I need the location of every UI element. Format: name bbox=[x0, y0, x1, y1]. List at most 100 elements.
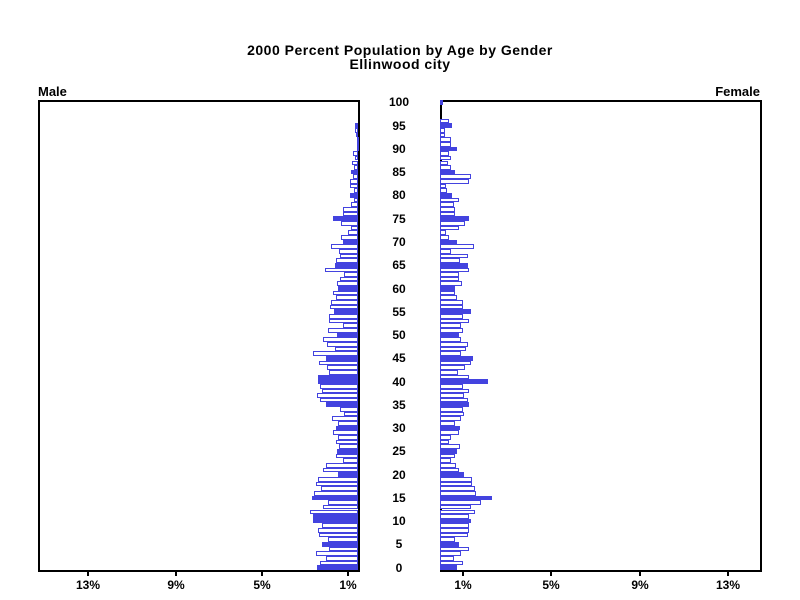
male-bar-age-25 bbox=[337, 449, 358, 454]
male-bar-age-85 bbox=[351, 169, 358, 175]
age-tick-label-90: 90 bbox=[392, 141, 406, 156]
male-bar-age-5 bbox=[322, 542, 358, 547]
male-bar-age-88 bbox=[355, 155, 358, 161]
male-bar-age-4 bbox=[329, 546, 358, 552]
male-bar-age-65 bbox=[335, 262, 358, 268]
female-bar-age-82 bbox=[440, 183, 446, 189]
male-bar-age-83 bbox=[350, 179, 358, 184]
male-bar-age-67 bbox=[340, 253, 358, 259]
male-bar-age-54 bbox=[329, 314, 358, 319]
female-bar-age-25 bbox=[440, 449, 457, 454]
male-bar-age-45 bbox=[326, 355, 358, 361]
male-bar-age-33 bbox=[344, 411, 358, 417]
female-bar-age-78 bbox=[440, 202, 454, 208]
male-bar-age-26 bbox=[339, 444, 358, 449]
female-bar-age-17 bbox=[440, 486, 475, 491]
female-bar-age-65 bbox=[440, 262, 468, 268]
male-pct-1%-label: 1% bbox=[339, 578, 357, 592]
female-bar-age-36 bbox=[440, 397, 468, 403]
female-bar-age-69 bbox=[440, 244, 474, 249]
female-bar-age-66 bbox=[440, 258, 460, 263]
male-bar-age-44 bbox=[319, 360, 358, 366]
female-bar-age-44 bbox=[440, 360, 471, 366]
male-bar-age-16 bbox=[314, 490, 358, 496]
female-bar-age-31 bbox=[440, 421, 455, 426]
female-bar-age-1 bbox=[440, 560, 463, 566]
female-bar-age-60 bbox=[440, 286, 455, 291]
male-bar-age-1 bbox=[320, 560, 358, 566]
male-bar-age-50 bbox=[337, 332, 358, 338]
female-bar-age-77 bbox=[440, 207, 455, 212]
male-bar-age-87 bbox=[352, 160, 358, 166]
female-bar-age-52 bbox=[440, 323, 461, 328]
female-bar-age-86 bbox=[440, 165, 451, 170]
female-bar-age-94 bbox=[440, 127, 445, 133]
female-bar-age-56 bbox=[440, 304, 463, 310]
female-bar-age-68 bbox=[440, 248, 451, 254]
age-tick-label-55: 55 bbox=[392, 304, 406, 319]
female-bar-age-23 bbox=[440, 458, 451, 463]
male-bar-age-46 bbox=[313, 351, 358, 356]
female-bar-age-73 bbox=[440, 225, 459, 231]
male-bar-age-31 bbox=[338, 421, 358, 426]
female-bar-age-40 bbox=[440, 379, 488, 384]
age-tick-label-0: 0 bbox=[395, 560, 403, 575]
male-bar-age-29 bbox=[333, 430, 358, 436]
female-bar-age-7 bbox=[440, 532, 468, 538]
female-bar-age-21 bbox=[440, 467, 459, 473]
male-bar-age-70 bbox=[343, 239, 358, 245]
female-bar-age-89 bbox=[440, 151, 449, 156]
female-bar-age-20 bbox=[440, 472, 464, 477]
female-bar-age-76 bbox=[440, 211, 455, 217]
male-bar-age-59 bbox=[333, 290, 358, 296]
male-bar-age-78 bbox=[351, 202, 358, 208]
female-bar-age-71 bbox=[440, 234, 449, 240]
female-bar-age-54 bbox=[440, 314, 463, 319]
age-tick-label-60: 60 bbox=[392, 281, 406, 296]
male-bar-age-60 bbox=[338, 286, 358, 291]
age-tick-label-10: 10 bbox=[392, 514, 406, 529]
male-bar-age-21 bbox=[323, 467, 358, 473]
female-bar-age-91 bbox=[440, 141, 451, 147]
female-pct-1%-tick bbox=[462, 570, 464, 576]
female-bar-age-57 bbox=[440, 300, 463, 305]
female-bar-age-6 bbox=[440, 537, 455, 543]
male-bar-age-74 bbox=[341, 220, 358, 226]
female-bar-age-11 bbox=[440, 514, 469, 519]
male-bar-age-92 bbox=[357, 137, 359, 142]
male-bar-age-94 bbox=[355, 127, 358, 133]
female-bar-age-96 bbox=[440, 118, 449, 124]
age-tick-label-75: 75 bbox=[392, 211, 406, 226]
female-bar-age-32 bbox=[440, 416, 461, 422]
female-bar-age-50 bbox=[440, 332, 459, 338]
age-tick-label-40: 40 bbox=[392, 374, 406, 389]
male-pct-13%-tick bbox=[87, 570, 89, 576]
female-bar-age-3 bbox=[440, 551, 461, 557]
female-bar-age-10 bbox=[440, 518, 471, 524]
male-bar-age-12 bbox=[310, 509, 358, 515]
female-bar-age-39 bbox=[440, 383, 463, 389]
female-bar-age-85 bbox=[440, 169, 455, 175]
male-bar-age-84 bbox=[353, 174, 358, 180]
male-bar-age-79 bbox=[354, 197, 358, 203]
female-bar-age-67 bbox=[440, 253, 468, 259]
male-bar-age-56 bbox=[330, 304, 358, 310]
male-bar-age-43 bbox=[327, 365, 358, 370]
female-bar-age-5 bbox=[440, 542, 459, 547]
female-bar-age-49 bbox=[440, 337, 461, 342]
male-bar-age-8 bbox=[318, 528, 358, 533]
male-bar-age-53 bbox=[329, 318, 358, 324]
male-bar-age-82 bbox=[350, 183, 358, 189]
male-bar-age-57 bbox=[331, 300, 358, 305]
male-bar-age-40 bbox=[318, 379, 358, 384]
male-bar-age-55 bbox=[334, 309, 358, 315]
female-bar-age-81 bbox=[440, 188, 447, 194]
age-tick-label-30: 30 bbox=[392, 421, 406, 436]
age-tick-label-80: 80 bbox=[392, 188, 406, 203]
male-bar-age-77 bbox=[343, 207, 358, 212]
female-bar-age-83 bbox=[440, 179, 469, 184]
male-bar-age-48 bbox=[327, 341, 358, 347]
male-bar-age-58 bbox=[336, 295, 358, 301]
male-bar-age-89 bbox=[353, 151, 358, 156]
female-bar-age-88 bbox=[440, 155, 451, 161]
